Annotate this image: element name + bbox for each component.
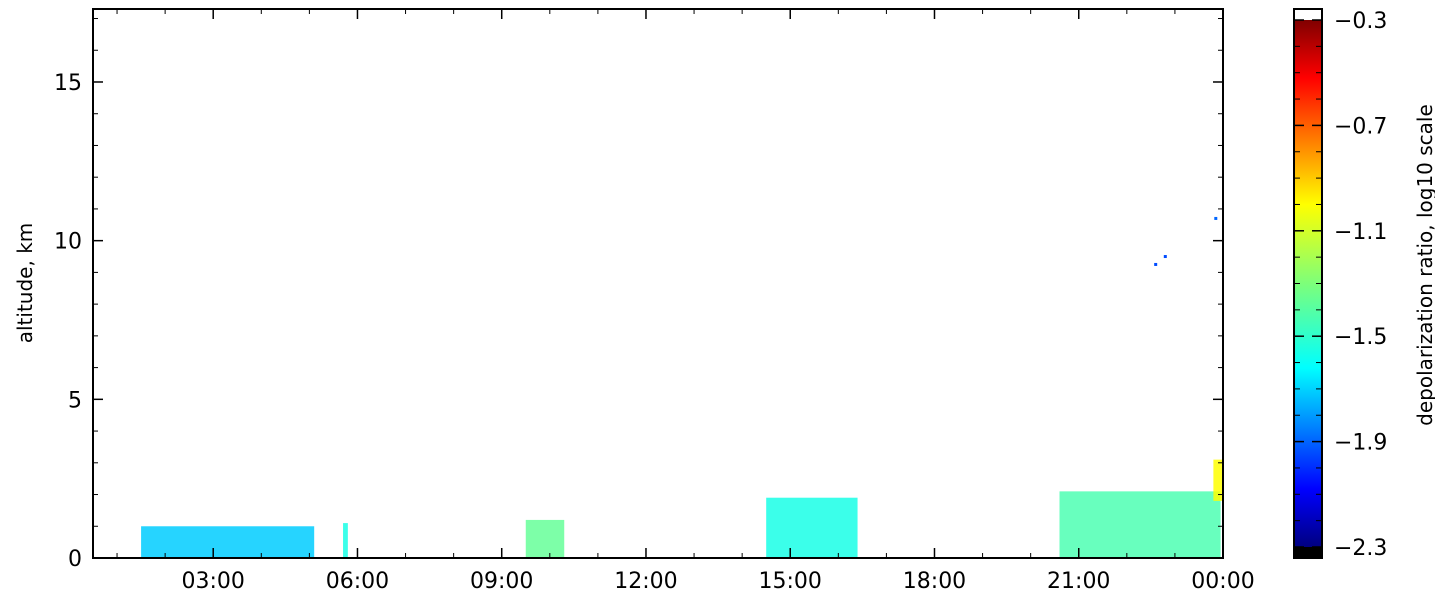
plot-data-layer bbox=[141, 216, 1223, 558]
data-region bbox=[141, 526, 315, 558]
colorbar: −0.3 −0.7 −1.1 −1.5 −1.9 −2.3 depolarization … bbox=[1293, 8, 1435, 561]
x-axis-ticks: 03:00 06:00 09:00 12:00 15:00 18:00 21:00 00:00 bbox=[116, 9, 1255, 594]
y-axis-ticks: 0 5 10 15 bbox=[54, 18, 1223, 572]
data-region bbox=[1059, 491, 1221, 558]
x-tick-label: 00:00 bbox=[1191, 569, 1254, 594]
data-region bbox=[343, 523, 348, 558]
x-tick-label: 18:00 bbox=[903, 569, 966, 594]
data-point bbox=[1214, 216, 1218, 220]
y-tick-label: 5 bbox=[68, 388, 82, 413]
data-region bbox=[525, 519, 565, 558]
colorbar-tick-label: −1.1 bbox=[1334, 220, 1387, 245]
x-tick-label: 09:00 bbox=[470, 569, 533, 594]
colorbar-label: depolarization ratio, log10 scale bbox=[1413, 104, 1435, 426]
colorbar-over-extension bbox=[1294, 9, 1322, 20]
x-tick-label: 03:00 bbox=[182, 569, 245, 594]
y-axis-label: altitude, km bbox=[13, 223, 37, 344]
data-point bbox=[1163, 255, 1167, 259]
y-tick-label: 0 bbox=[68, 547, 82, 572]
colorbar-under-extension bbox=[1294, 547, 1322, 558]
colorbar-tick-label: −2.3 bbox=[1334, 536, 1387, 561]
data-region bbox=[1213, 459, 1223, 501]
colorbar-ticks: −0.3 −0.7 −1.1 −1.5 −1.9 −2.3 bbox=[1294, 9, 1387, 561]
y-tick-label: 15 bbox=[54, 71, 82, 96]
x-tick-label: 15:00 bbox=[759, 569, 822, 594]
y-tick-label: 10 bbox=[54, 230, 82, 255]
x-tick-label: 06:00 bbox=[326, 569, 389, 594]
x-tick-label: 21:00 bbox=[1047, 569, 1110, 594]
data-region bbox=[766, 497, 858, 558]
x-tick-label: 12:00 bbox=[614, 569, 677, 594]
colorbar-tick-label: −1.5 bbox=[1334, 325, 1387, 350]
colorbar-tick-label: −0.7 bbox=[1334, 114, 1387, 139]
colorbar-tick-label: −1.9 bbox=[1334, 431, 1387, 456]
colorbar-tick-label: −0.3 bbox=[1334, 9, 1387, 34]
plot-frame bbox=[92, 8, 1224, 559]
data-point bbox=[1154, 262, 1158, 266]
